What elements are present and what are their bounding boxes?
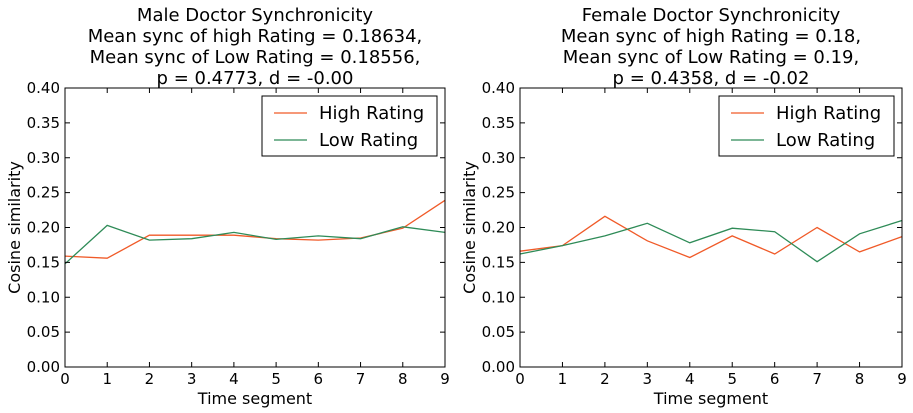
y-tick-label: 0.20: [482, 219, 515, 237]
series-line-high-rating: [519, 215, 903, 259]
x-tick-label: 0: [515, 370, 525, 388]
x-tick-label: 1: [102, 370, 112, 388]
series-line-low-rating: [519, 219, 903, 263]
y-tick-label: 0.20: [27, 219, 60, 237]
chart-title-line: p = 0.4358, d = -0.02: [613, 68, 810, 89]
x-tick-label: 2: [600, 370, 610, 388]
chart-title-line: Mean sync of Low Rating = 0.19,: [563, 47, 859, 68]
y-axis-label: Cosine similarity: [460, 161, 479, 294]
x-tick-label: 7: [356, 370, 366, 388]
series-group: [64, 199, 446, 265]
legend-box: [261, 95, 438, 157]
x-tick-label: 6: [770, 370, 780, 388]
chart-title-line: p = 0.4773, d = -0.00: [157, 68, 354, 89]
y-tick-label: 0.35: [27, 114, 60, 132]
y-tick-label: 0.00: [27, 358, 60, 376]
x-tick-label: 5: [271, 370, 281, 388]
x-tick-label: 3: [643, 370, 653, 388]
y-tick-label: 0.30: [27, 149, 60, 167]
x-tick-label: 1: [558, 370, 568, 388]
x-tick-label: 5: [727, 370, 737, 388]
x-axis-label: Time segment: [653, 389, 768, 408]
chart-title-line: Mean sync of Low Rating = 0.18556,: [90, 47, 421, 68]
y-tick-label: 0.10: [27, 288, 60, 306]
y-axis-label: Cosine similarity: [5, 161, 24, 294]
series-line-high-rating: [64, 199, 446, 259]
chart-title-line: Female Doctor Synchronicity: [582, 5, 841, 26]
x-tick-label: 9: [897, 370, 907, 388]
x-tick-label: 0: [60, 370, 70, 388]
y-tick-label: 0.00: [482, 358, 515, 376]
x-tick-label: 3: [187, 370, 197, 388]
y-tick-label: 0.10: [482, 288, 515, 306]
y-tick-label: 0.35: [482, 114, 515, 132]
legend-entry-label: High Rating: [319, 103, 424, 124]
legend-box: [718, 95, 895, 157]
x-tick-label: 4: [229, 370, 239, 388]
x-tick-label: 8: [855, 370, 865, 388]
y-tick-label: 0.25: [27, 184, 60, 202]
legend: High Rating Low Rating: [261, 95, 438, 157]
y-tick-label: 0.05: [27, 323, 60, 341]
series-group: [519, 215, 903, 263]
y-tick-label: 0.05: [482, 323, 515, 341]
legend-entry-label: High Rating: [776, 103, 881, 124]
y-tick-label: 0.40: [27, 79, 60, 97]
series-line-low-rating: [64, 224, 446, 265]
chart-title-line: Mean sync of high Rating = 0.18,: [561, 26, 861, 47]
y-tick-label: 0.30: [482, 149, 515, 167]
x-tick-label: 2: [145, 370, 155, 388]
x-axis-label: Time segment: [197, 389, 312, 408]
chart-title-line: Male Doctor Synchronicity: [137, 5, 373, 26]
y-tick-label: 0.25: [482, 184, 515, 202]
x-tick-label: 7: [812, 370, 822, 388]
x-tick-label: 6: [314, 370, 324, 388]
legend: High Rating Low Rating: [718, 95, 895, 157]
x-tick-label: 9: [440, 370, 450, 388]
x-tick-label: 8: [398, 370, 408, 388]
x-tick-label: 4: [685, 370, 695, 388]
legend-entry-label: Low Rating: [776, 130, 875, 151]
chart-title-line: Mean sync of high Rating = 0.18634,: [88, 26, 423, 47]
y-tick-label: 0.15: [27, 253, 60, 271]
y-tick-label: 0.15: [482, 253, 515, 271]
y-tick-label: 0.40: [482, 79, 515, 97]
legend-entry-label: Low Rating: [319, 130, 418, 151]
